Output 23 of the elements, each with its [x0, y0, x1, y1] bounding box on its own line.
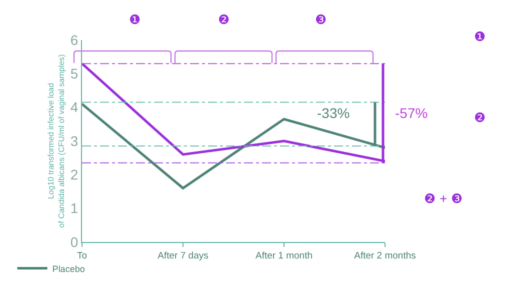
text: ❶ [474, 29, 486, 44]
text: ❶ [129, 12, 141, 27]
y-tick-label: 3 [70, 132, 78, 149]
text: ❷ [218, 12, 230, 27]
x-tick-label: After 2 months [354, 250, 416, 262]
x-tick-label: After 7 days [158, 250, 209, 262]
y-tick-label: 6 [70, 32, 78, 48]
x-tick-label: After 1 month [255, 250, 313, 262]
y-tick-label: 2 [70, 166, 78, 183]
line-series [82, 102, 385, 190]
y-tick-label: 1 [70, 200, 78, 216]
text: ❷ + ❸ [424, 191, 463, 206]
y-tick-label: 0 [70, 234, 78, 250]
text: -57% [395, 105, 428, 121]
annotation: -33% [317, 105, 350, 121]
text: ❷ [474, 110, 486, 125]
text: ❸ [315, 12, 327, 27]
y-tick-label: 5 [70, 66, 78, 82]
x-tick-label: To [76, 250, 88, 262]
y-tick-label: 4 [70, 99, 78, 116]
y-axis-title: Log10 transformed infective load of Candida albicans (CFU/ml of vaginal samples) [46, 54, 66, 228]
legend-label: Placebo [52, 264, 85, 274]
line-series [82, 62, 385, 162]
